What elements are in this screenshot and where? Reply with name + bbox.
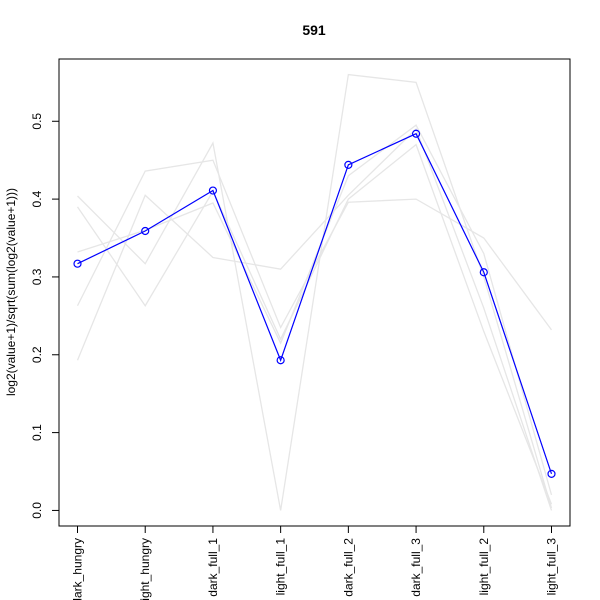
x-tick-label: light_full_1 bbox=[274, 538, 288, 596]
series-line-1 bbox=[77, 73, 553, 511]
data-point bbox=[276, 356, 285, 365]
y-tick-label: 0.1 bbox=[30, 424, 44, 441]
x-tick-label: dark_full_3 bbox=[409, 538, 423, 597]
data-point bbox=[411, 129, 421, 138]
x-tick-label: light_hungry bbox=[138, 538, 152, 600]
data-point bbox=[547, 469, 556, 478]
y-tick-label: 0.0 bbox=[30, 502, 44, 519]
y-tick-label: 0.2 bbox=[30, 346, 44, 363]
x-axis: dark_hungry light_hungry dark_full_1 light_… bbox=[71, 525, 559, 600]
x-tick-label: dark_full_2 bbox=[341, 538, 355, 597]
y-axis: 0.0 0.1 0.2 0.3 0.4 0.5 bbox=[30, 113, 60, 519]
series-line-2 bbox=[76, 159, 553, 331]
data-point bbox=[208, 186, 218, 195]
series-line-5 bbox=[77, 124, 553, 496]
background-series-group bbox=[76, 73, 553, 511]
y-axis-label: log2(value+1)/sqrt(sum(log2(value+1))) bbox=[4, 188, 18, 396]
series-line-3 bbox=[76, 127, 553, 511]
series-line-0 bbox=[77, 132, 553, 475]
y-tick-label: 0.5 bbox=[30, 113, 44, 130]
x-tick-label: dark_full_1 bbox=[206, 538, 220, 597]
chart-title: 591 bbox=[302, 22, 326, 38]
data-point bbox=[73, 259, 82, 268]
y-tick-label: 0.3 bbox=[30, 268, 44, 285]
data-point bbox=[479, 268, 488, 277]
y-tick-label: 0.4 bbox=[30, 190, 44, 207]
data-point bbox=[141, 226, 150, 236]
x-tick-label: light_full_2 bbox=[477, 538, 491, 596]
x-tick-label: light_full_3 bbox=[545, 538, 559, 596]
highlight-series-group bbox=[73, 129, 556, 478]
x-tick-label: dark_hungry bbox=[71, 538, 85, 600]
series-line-4 bbox=[76, 143, 553, 505]
data-point bbox=[344, 160, 353, 169]
